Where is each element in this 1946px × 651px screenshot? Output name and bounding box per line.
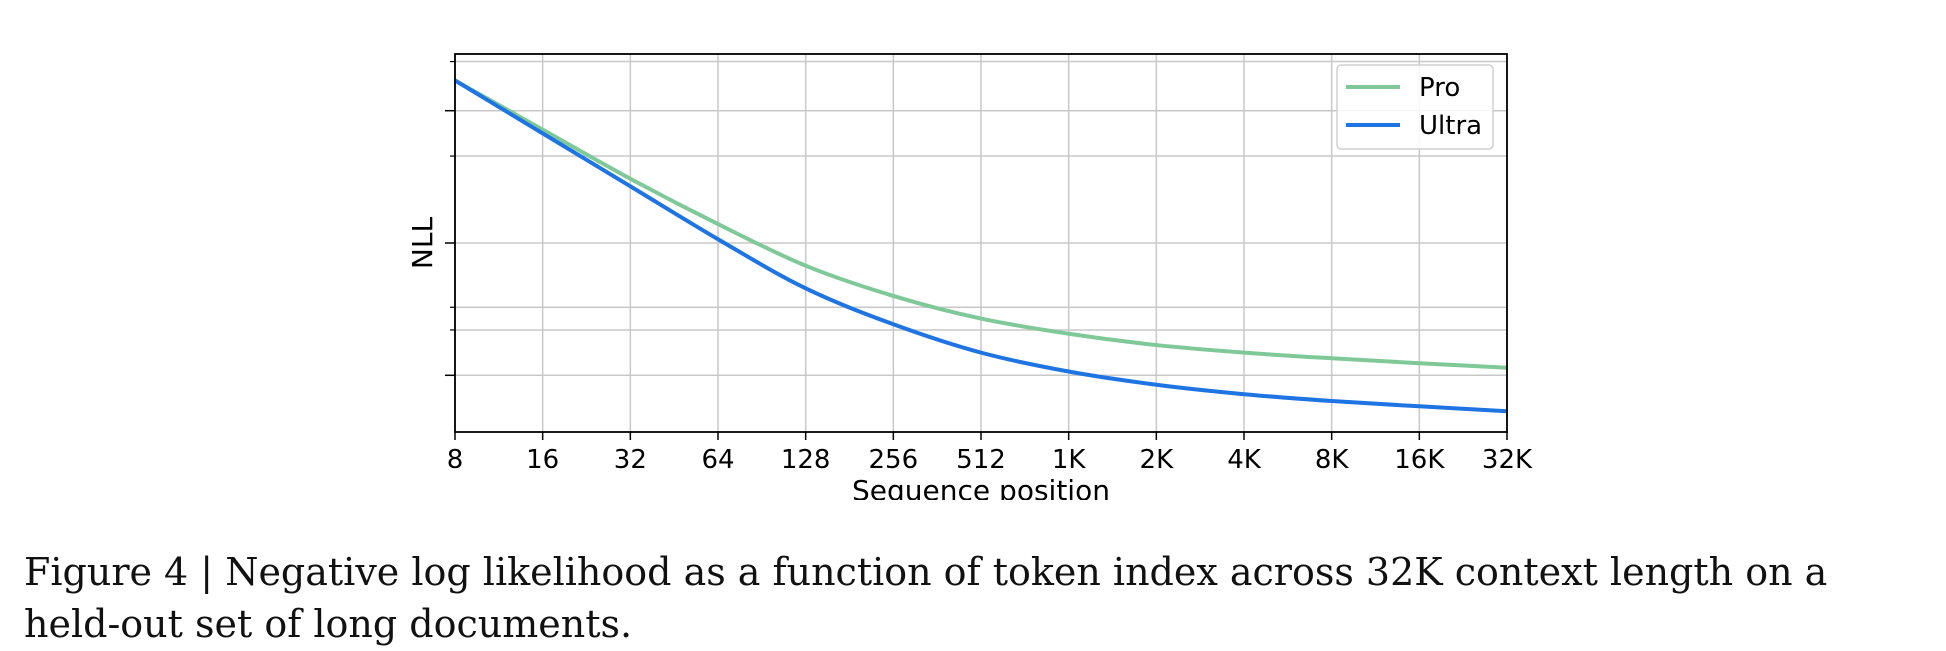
x-tick-label: 16K — [1394, 445, 1445, 475]
x-tick-label: 8 — [447, 445, 464, 475]
legend-label-ultra: Ultra — [1419, 111, 1482, 141]
x-tick-label: 1K — [1052, 445, 1087, 475]
figure-caption: Figure 4 | Negative log likelihood as a … — [24, 550, 1828, 646]
x-tick-label: 64 — [701, 445, 734, 475]
series-line-pro — [454, 78, 1508, 370]
legend: Pro Ultra — [1336, 64, 1494, 150]
x-tick-label: 4K — [1227, 445, 1262, 475]
x-tick-label: 128 — [781, 445, 831, 475]
y-axis-label: NLL — [406, 217, 439, 270]
x-tick-label: 16 — [526, 445, 559, 475]
x-tick-label: 256 — [869, 445, 919, 475]
series-layer — [453, 78, 1508, 414]
x-tick-label: 2K — [1140, 445, 1175, 475]
nll-line-chart: 8 16 32 64 128 256 512 1K 2K 4K 8K 16K 32K Sequence p… — [406, 53, 1533, 500]
x-tick-label: 32K — [1482, 445, 1533, 475]
series-line-ultra — [453, 78, 1508, 414]
x-axis-label: Sequence position — [852, 474, 1110, 500]
x-tick-label: 512 — [956, 445, 1006, 475]
legend-label-pro: Pro — [1419, 73, 1460, 103]
plot-frame — [454, 53, 1508, 433]
x-tick-label: 32 — [614, 445, 647, 475]
label-layer: 8 16 32 64 128 256 512 1K 2K 4K 8K 16K 32K Sequence p… — [406, 217, 1533, 500]
frame-layer — [445, 53, 1508, 440]
x-tick-label: 8K — [1315, 445, 1350, 475]
